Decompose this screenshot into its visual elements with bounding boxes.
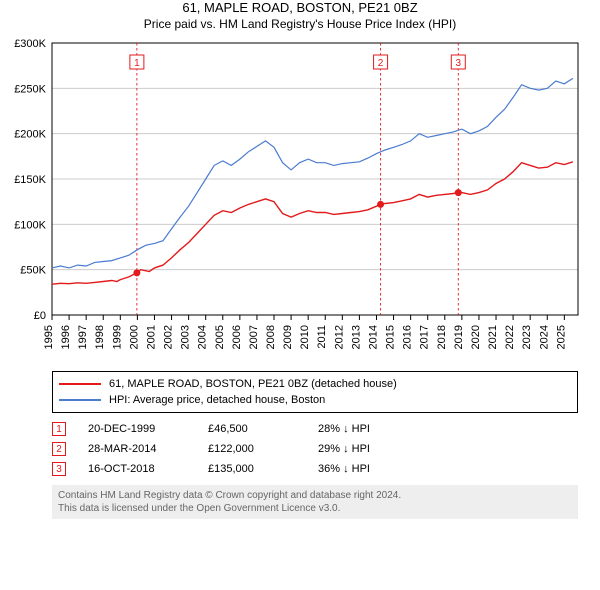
svg-text:2023: 2023 [521, 325, 533, 349]
svg-text:2016: 2016 [402, 325, 414, 349]
table-row: 3 16-OCT-2018 £135,000 36% ↓ HPI [52, 459, 578, 479]
svg-text:1998: 1998 [94, 325, 106, 349]
chart-subtitle: Price paid vs. HM Land Registry's House … [0, 17, 600, 31]
legend-label-hpi: HPI: Average price, detached house, Bost… [109, 394, 325, 406]
svg-text:2011: 2011 [316, 325, 328, 349]
chart-area: £0 £50K £100K £150K £200K £250K £300K 1995 1996 1… [0, 37, 600, 367]
attribution-footer: Contains HM Land Registry data © Crown c… [52, 485, 578, 519]
svg-text:2006: 2006 [231, 325, 243, 349]
svg-text:2020: 2020 [470, 325, 482, 349]
svg-text:2004: 2004 [197, 325, 209, 349]
legend: 61, MAPLE ROAD, BOSTON, PE21 0BZ (detach… [52, 371, 578, 413]
tx-diff: 28% ↓ HPI [318, 423, 428, 435]
legend-row-hpi: HPI: Average price, detached house, Bost… [59, 392, 571, 408]
svg-text:2021: 2021 [487, 325, 499, 349]
svg-text:2025: 2025 [555, 325, 567, 349]
tx-diff: 29% ↓ HPI [318, 443, 428, 455]
legend-label-property: 61, MAPLE ROAD, BOSTON, PE21 0BZ (detach… [109, 378, 397, 390]
svg-text:2010: 2010 [299, 325, 311, 349]
svg-text:2024: 2024 [538, 325, 550, 349]
svg-text:1997: 1997 [77, 325, 89, 349]
tx-price: £135,000 [208, 463, 318, 475]
svg-text:£200K: £200K [14, 129, 46, 141]
svg-text:2002: 2002 [163, 325, 175, 349]
tx-date: 20-DEC-1999 [88, 423, 208, 435]
svg-text:3: 3 [456, 58, 462, 69]
svg-text:2014: 2014 [367, 325, 379, 349]
footer-line-2: This data is licensed under the Open Gov… [58, 502, 572, 515]
svg-text:1996: 1996 [60, 325, 72, 349]
svg-text:£100K: £100K [14, 219, 46, 231]
line-chart-svg: £0 £50K £100K £150K £200K £250K £300K 1995 1996 1… [0, 37, 600, 367]
svg-text:£300K: £300K [14, 38, 46, 50]
svg-text:£250K: £250K [14, 83, 46, 95]
svg-text:2017: 2017 [419, 325, 431, 349]
tx-diff: 36% ↓ HPI [318, 463, 428, 475]
legend-swatch-hpi [59, 399, 101, 401]
svg-text:2007: 2007 [248, 325, 260, 349]
table-row: 1 20-DEC-1999 £46,500 28% ↓ HPI [52, 419, 578, 439]
svg-text:£0: £0 [34, 310, 46, 322]
tx-marker-2: 2 [52, 442, 66, 456]
svg-text:2008: 2008 [265, 325, 277, 349]
legend-swatch-property [59, 383, 101, 385]
tx-date: 28-MAR-2014 [88, 443, 208, 455]
svg-text:2012: 2012 [333, 325, 345, 349]
svg-text:2000: 2000 [128, 325, 140, 349]
svg-text:1: 1 [134, 58, 140, 69]
svg-text:2: 2 [378, 58, 384, 69]
chart-title: 61, MAPLE ROAD, BOSTON, PE21 0BZ [0, 0, 600, 15]
svg-text:2015: 2015 [385, 325, 397, 349]
svg-text:2005: 2005 [214, 325, 226, 349]
footer-line-1: Contains HM Land Registry data © Crown c… [58, 489, 572, 502]
table-row: 2 28-MAR-2014 £122,000 29% ↓ HPI [52, 439, 578, 459]
svg-text:2018: 2018 [436, 325, 448, 349]
tx-price: £122,000 [208, 443, 318, 455]
svg-text:2009: 2009 [282, 325, 294, 349]
tx-marker-3: 3 [52, 462, 66, 476]
svg-text:£50K: £50K [20, 265, 46, 277]
svg-text:2013: 2013 [350, 325, 362, 349]
svg-text:1999: 1999 [111, 325, 123, 349]
tx-marker-1: 1 [52, 422, 66, 436]
tx-date: 16-OCT-2018 [88, 463, 208, 475]
svg-text:£150K: £150K [14, 174, 46, 186]
tx-price: £46,500 [208, 423, 318, 435]
svg-text:2003: 2003 [180, 325, 192, 349]
transactions-table: 1 20-DEC-1999 £46,500 28% ↓ HPI 2 28-MAR… [52, 419, 578, 479]
svg-text:1995: 1995 [43, 325, 55, 349]
svg-text:2001: 2001 [145, 325, 157, 349]
legend-row-property: 61, MAPLE ROAD, BOSTON, PE21 0BZ (detach… [59, 376, 571, 392]
svg-text:2019: 2019 [453, 325, 465, 349]
svg-text:2022: 2022 [504, 325, 516, 349]
